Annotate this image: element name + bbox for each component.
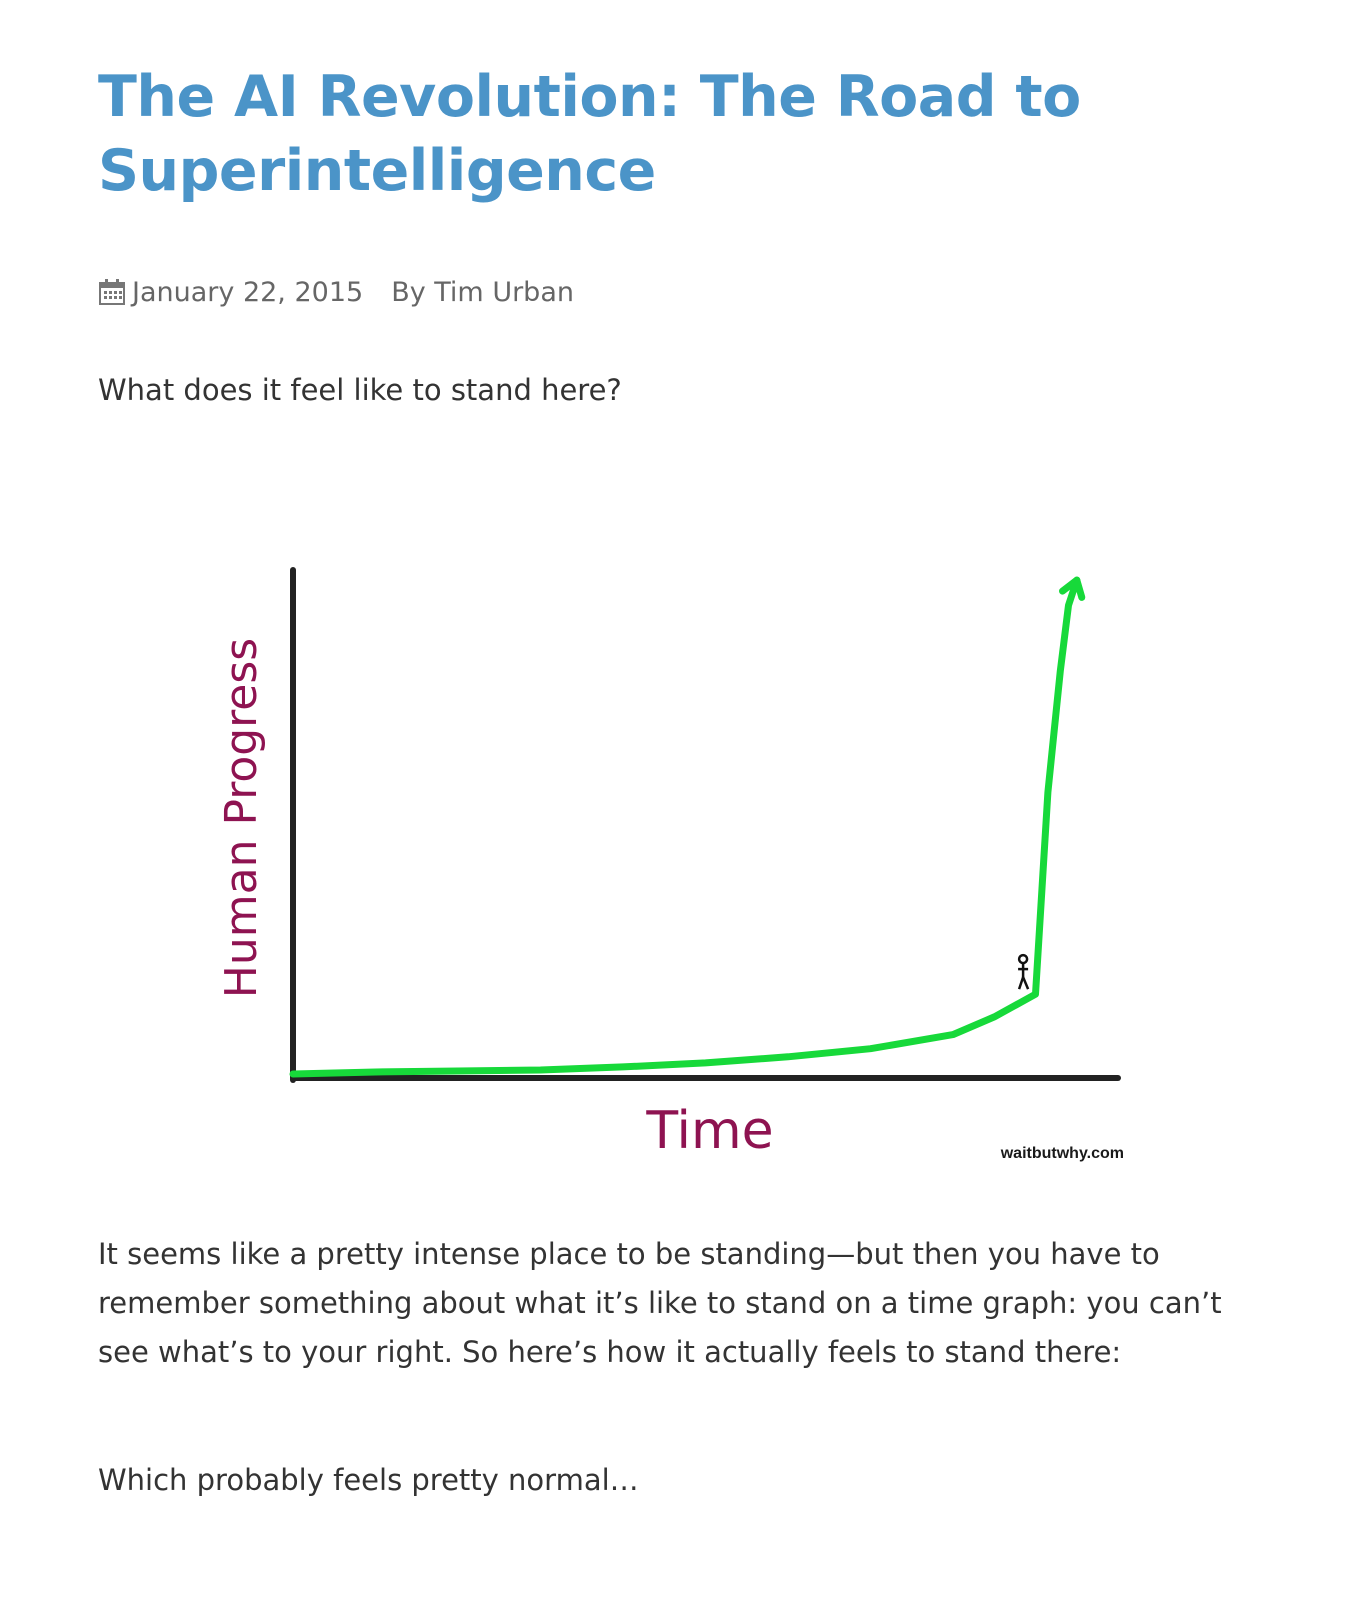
stick-figure-icon (1017, 953, 1030, 990)
x-axis-label: Time (645, 1101, 773, 1161)
article-title: The AI Revolution: The Road to Superinte… (98, 64, 1081, 204)
watermark: waitbutwhy.com (1000, 1145, 1124, 1162)
article-meta: January 22, 2015 By Tim Urban (98, 272, 574, 312)
post-date: January 22, 2015 (132, 276, 364, 308)
post-author[interactable]: By Tim Urban (391, 276, 574, 308)
arrow-head (1059, 576, 1086, 601)
body-paragraph: It seems like a pretty intense place to … (98, 1237, 1222, 1369)
chart-svg: Human Progress Time waitbutwhy.com (216, 567, 1124, 1162)
closing-paragraph: Which probably feels pretty normal… (98, 1463, 639, 1497)
y-axis-label: Human Progress (216, 638, 267, 998)
intro-paragraph: What does it feel like to stand here? (98, 373, 622, 407)
series-line (289, 576, 1081, 1078)
calendar-icon (98, 278, 126, 306)
